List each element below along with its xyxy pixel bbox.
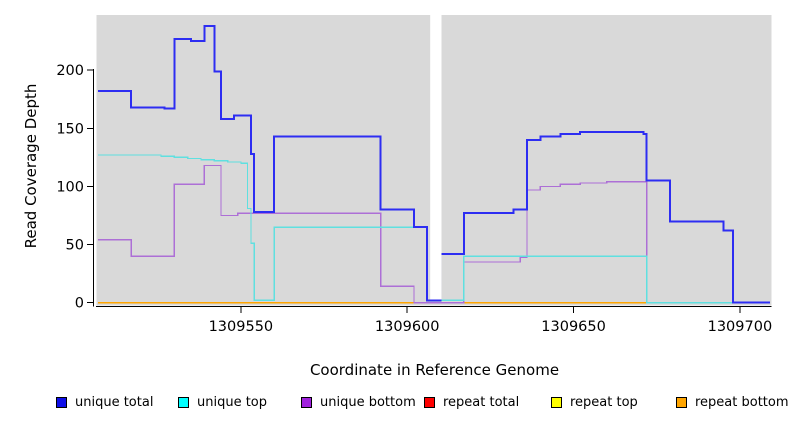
legend-label: repeat top [570,394,638,410]
legend-item-unique-bottom: unique bottom [301,394,416,410]
x-tick-label: 1309600 [375,319,440,335]
series-line-unique-total [97,25,770,304]
x-tick-label: 1309650 [541,319,606,335]
legend-item-unique-top: unique top [178,394,267,410]
legend-item-repeat-total: repeat total [424,394,519,410]
legend-label: unique top [197,394,268,410]
legend: unique total unique top unique bottom re… [0,394,792,414]
x-tick-label: 1309550 [209,319,274,335]
y-tick-label: 0 [75,296,84,312]
y-axis-title: Read Coverage Depth [22,83,40,249]
y-tick-label: 50 [66,237,84,253]
x-axis-title: Coordinate in Reference Genome [309,361,560,379]
legend-item-repeat-bottom: repeat bottom [676,394,789,410]
unique-top-swatch-icon [178,396,189,408]
repeat-top-swatch-icon [551,396,562,408]
repeat-bottom-swatch-icon [676,396,687,408]
x-tick-label: 1309700 [708,319,773,335]
legend-label: repeat bottom [695,394,789,410]
unique-bottom-swatch-icon [301,396,312,408]
unique-total-swatch-icon [56,396,67,408]
y-tick-label: 150 [56,121,84,137]
legend-item-unique-total: unique total [56,394,153,410]
legend-label: unique bottom [320,394,416,410]
legend-label: repeat total [443,394,520,410]
y-tick-label: 100 [56,179,84,195]
legend-item-repeat-top: repeat top [551,394,638,410]
repeat-total-swatch-icon [424,396,435,408]
legend-label: unique total [75,394,154,410]
coverage-gap-band [430,15,442,300]
y-tick-label: 200 [56,63,84,79]
